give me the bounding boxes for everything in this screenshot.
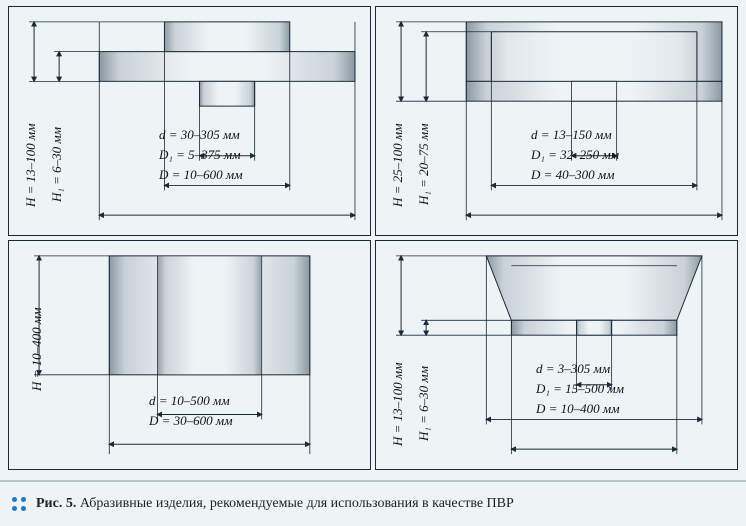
caption-text: Рис. 5. Абразивные изделия, рекомендуемы…: [36, 496, 514, 512]
panel-top-left: H = 13–100 мм H₁ = 6–30 мм d = 30–305 мм…: [8, 6, 371, 236]
dims-br: d = 3–305 мм D₁ = 15–500 мм D = 10–400 м…: [536, 359, 624, 419]
dim-H1-tl: H₁ = 6–30 мм: [49, 127, 65, 202]
dim-H-bl: H = 10–400 мм: [29, 307, 45, 391]
caption-bullet-icon: [12, 497, 26, 511]
dims-tl: d = 30–305 мм D₁ = 5–375 мм D = 10–600 м…: [159, 125, 243, 185]
dim-D-bl: D = 30–600 мм: [149, 413, 233, 428]
dim-d-tr: d = 13–150 мм: [531, 127, 612, 142]
caption-body: Абразивные изделия, рекомендуемые для ис…: [80, 496, 514, 511]
figure-caption: Рис. 5. Абразивные изделия, рекомендуемы…: [0, 480, 746, 526]
panel-bottom-right: H = 13–100 мм H₁ = 6–30 мм d = 3–305 мм …: [375, 240, 738, 470]
dim-d-bl: d = 10–500 мм: [149, 393, 230, 408]
dims-bl: d = 10–500 мм D = 30–600 мм: [149, 391, 233, 431]
dim-H1-br: H₁ = 6–30 мм: [416, 366, 432, 441]
dim-H-tl: H = 13–100 мм: [23, 123, 39, 207]
dim-D-tr: D = 40–300 мм: [531, 167, 615, 182]
caption-prefix: Рис. 5.: [36, 496, 76, 511]
panel-top-right: H = 25–100 мм H₁ = 20–75 мм d = 13–150 м…: [375, 6, 738, 236]
diagram-grid: H = 13–100 мм H₁ = 6–30 мм d = 30–305 мм…: [0, 0, 746, 474]
dim-d-tl: d = 30–305 мм: [159, 127, 240, 142]
dim-d-br: d = 3–305 мм: [536, 361, 610, 376]
dim-D1-tr: D₁ = 32–250 мм: [531, 147, 619, 162]
dim-H-br: H = 13–100 мм: [390, 362, 406, 446]
page: H = 13–100 мм H₁ = 6–30 мм d = 30–305 мм…: [0, 0, 746, 526]
dim-H1-tr: H₁ = 20–75 мм: [416, 123, 432, 205]
dim-H-tr: H = 25–100 мм: [390, 123, 406, 207]
panel-bottom-left: H = 10–400 мм d = 10–500 мм D = 30–600 м…: [8, 240, 371, 470]
dim-D1-tl: D₁ = 5–375 мм: [159, 147, 241, 162]
panel-bottom-left-svg: [9, 241, 370, 469]
dim-D-tl: D = 10–600 мм: [159, 167, 243, 182]
dim-D-br: D = 10–400 мм: [536, 401, 620, 416]
dim-D1-br: D₁ = 15–500 мм: [536, 381, 624, 396]
dims-tr: d = 13–150 мм D₁ = 32–250 мм D = 40–300 …: [531, 125, 619, 185]
